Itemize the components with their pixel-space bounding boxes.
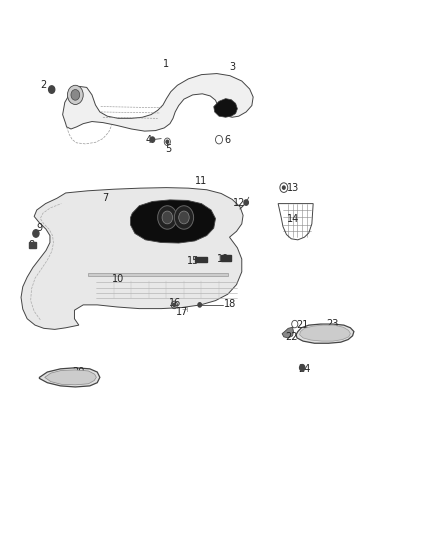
Text: 4: 4 bbox=[146, 135, 152, 144]
Text: 13: 13 bbox=[287, 183, 300, 192]
Text: 11: 11 bbox=[195, 176, 208, 186]
Circle shape bbox=[283, 186, 285, 189]
Text: 19: 19 bbox=[217, 254, 230, 263]
Text: 15: 15 bbox=[187, 256, 199, 266]
Text: 8: 8 bbox=[28, 240, 35, 250]
Text: ⊣: ⊣ bbox=[182, 307, 188, 313]
Circle shape bbox=[71, 90, 80, 100]
Text: 1: 1 bbox=[163, 59, 170, 69]
Text: 24: 24 bbox=[298, 364, 311, 374]
Polygon shape bbox=[214, 99, 237, 117]
Text: 17: 17 bbox=[176, 308, 188, 317]
Text: 7: 7 bbox=[102, 193, 108, 203]
Polygon shape bbox=[63, 74, 253, 131]
Circle shape bbox=[300, 365, 305, 371]
Text: 12: 12 bbox=[233, 198, 245, 207]
Polygon shape bbox=[131, 200, 215, 243]
Text: 10: 10 bbox=[112, 274, 124, 284]
Text: 22: 22 bbox=[286, 332, 298, 342]
Circle shape bbox=[166, 140, 169, 143]
Text: 5: 5 bbox=[166, 144, 172, 154]
Text: 21: 21 bbox=[296, 320, 308, 330]
Bar bbox=[29, 242, 36, 248]
Circle shape bbox=[244, 200, 248, 205]
Polygon shape bbox=[45, 370, 96, 385]
Polygon shape bbox=[88, 273, 228, 276]
Text: 3: 3 bbox=[229, 62, 235, 71]
Circle shape bbox=[179, 211, 189, 224]
Text: 23: 23 bbox=[327, 319, 339, 329]
Circle shape bbox=[33, 230, 39, 237]
Bar bbox=[195, 257, 207, 262]
Polygon shape bbox=[300, 325, 350, 341]
Circle shape bbox=[158, 206, 177, 229]
Bar bbox=[221, 255, 231, 261]
Text: 18: 18 bbox=[224, 299, 236, 309]
Text: 16: 16 bbox=[169, 298, 181, 308]
Text: 20: 20 bbox=[72, 367, 84, 377]
Circle shape bbox=[150, 137, 155, 142]
Text: 9: 9 bbox=[36, 223, 42, 233]
Text: 2: 2 bbox=[41, 80, 47, 90]
Polygon shape bbox=[21, 188, 243, 329]
Polygon shape bbox=[296, 324, 354, 343]
Circle shape bbox=[49, 86, 55, 93]
Polygon shape bbox=[282, 327, 293, 338]
Circle shape bbox=[173, 303, 176, 306]
Circle shape bbox=[162, 211, 173, 224]
Circle shape bbox=[67, 85, 83, 104]
Polygon shape bbox=[39, 368, 100, 387]
Text: 14: 14 bbox=[287, 214, 300, 223]
Circle shape bbox=[174, 206, 194, 229]
Text: 6: 6 bbox=[225, 135, 231, 144]
Circle shape bbox=[198, 303, 201, 307]
